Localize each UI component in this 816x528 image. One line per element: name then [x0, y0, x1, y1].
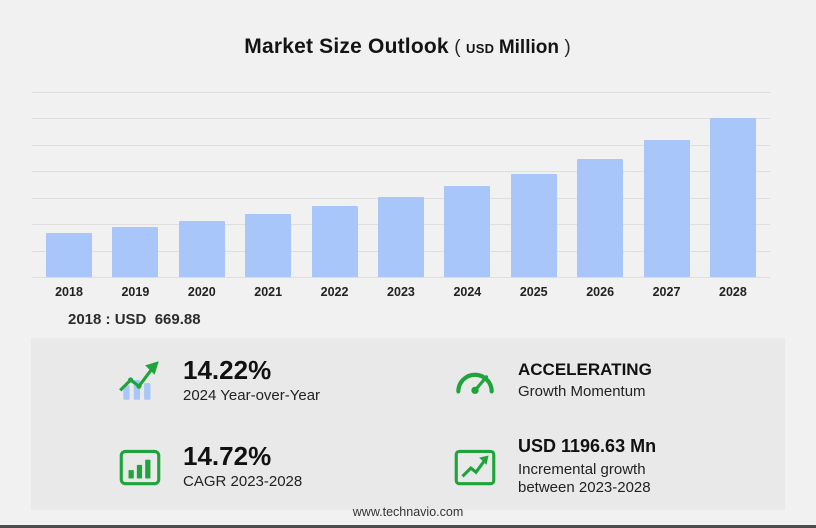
gridline: [32, 118, 770, 120]
bar-2018: [46, 232, 92, 277]
x-label-2024: 2024: [453, 285, 482, 299]
x-label-2020: 2020: [187, 285, 216, 299]
footer-url: www.technavio.com: [352, 505, 464, 519]
x-axis-labels: 2018 2019 2020 2021 2022 2023 2024 2025 2026 2027…: [32, 285, 770, 299]
gridline: [32, 171, 770, 173]
stat-cagr-value: 14.72%: [183, 440, 272, 471]
stat-cagr: 14.72% CAGR 2023-2028: [31, 442, 408, 492]
bar-2020: [178, 220, 225, 277]
bar-2023: [377, 196, 424, 277]
speedometer-icon: [456, 372, 494, 395]
bars: [32, 92, 770, 277]
stat-yoy-text: 14.22% 2024 Year-over-Year: [183, 356, 320, 406]
stat-momentum-title: ACCELERATING: [518, 359, 652, 379]
bar-2027: [643, 140, 690, 277]
gridline: [32, 277, 770, 278]
x-label-2022: 2022: [320, 285, 349, 299]
chart-title-paren-open: (: [454, 37, 461, 58]
bar-2026: [577, 158, 624, 277]
stat-cagr-label: CAGR 2023-2028: [183, 473, 303, 491]
bar-2019: [112, 226, 159, 277]
stat-momentum-label: Growth Momentum: [518, 383, 646, 401]
chart-title-currency: USD: [466, 41, 495, 56]
x-label-2026: 2026: [586, 285, 615, 299]
stat-incremental-text: USD 1196.63 Mn Incremental growth betwee…: [518, 436, 693, 498]
bar-2025: [510, 173, 557, 277]
chart-title-paren-close: ): [564, 37, 571, 58]
gridline: [32, 144, 770, 146]
yoy-growth-icon: [119, 361, 159, 400]
x-label-2018: 2018: [55, 285, 83, 299]
bottom-bar: [0, 525, 816, 528]
x-label-2023: 2023: [387, 285, 415, 299]
bar-2024: [444, 185, 491, 277]
base-year-value: 2018 : USD 669.88: [68, 311, 201, 328]
chart-title: Market Size Outlook ( USD Million ): [0, 0, 816, 62]
stat-incremental-label: Incremental growth between 2023-2028: [518, 460, 651, 497]
x-label-2025: 2025: [519, 285, 548, 299]
x-label-2019: 2019: [121, 285, 150, 299]
stat-yoy: 14.22% 2024 Year-over-Year: [31, 356, 408, 406]
stats-panel: 14.22% 2024 Year-over-Year ACCELERATING …: [31, 338, 785, 510]
gridline: [32, 92, 770, 93]
stat-momentum: ACCELERATING Growth Momentum: [408, 356, 785, 406]
bar-2021: [245, 213, 292, 277]
stat-incremental: USD 1196.63 Mn Incremental growth betwee…: [408, 436, 785, 498]
chart-title-unit: Million: [498, 37, 559, 58]
bar-2022: [311, 205, 358, 277]
bar-chart: [32, 92, 770, 278]
stat-yoy-label: 2024 Year-over-Year: [183, 387, 321, 405]
x-label-2028: 2028: [719, 285, 747, 299]
incremental-growth-icon: [454, 449, 496, 486]
stat-cagr-text: 14.72% CAGR 2023-2028: [183, 442, 302, 492]
stat-incremental-amount: USD 1196.63 Mn: [518, 435, 657, 456]
chart-title-main: Market Size Outlook: [244, 35, 449, 58]
x-label-2021: 2021: [254, 285, 283, 299]
stat-yoy-value: 14.22%: [183, 354, 272, 385]
stat-momentum-text: ACCELERATING Growth Momentum: [518, 360, 652, 402]
cagr-chart-icon: [119, 449, 161, 486]
bar-2028: [709, 117, 756, 277]
x-label-2027: 2027: [652, 285, 681, 299]
